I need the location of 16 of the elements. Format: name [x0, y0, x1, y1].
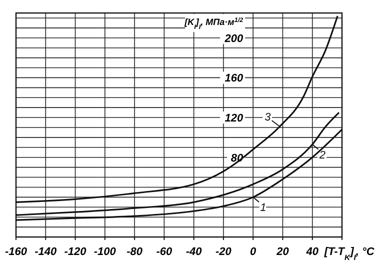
- x-tick-label: -40: [186, 246, 203, 258]
- y-tick-label: 160: [224, 72, 244, 85]
- x-tick-label: -60: [156, 246, 174, 258]
- x-tick-label: -160: [4, 246, 28, 258]
- y-tick-label: 120: [224, 112, 244, 125]
- y-axis-title: [K$_{I}$]$_{I}$, МПа·м$^{1/2}$: [184, 16, 244, 30]
- x-tick-label: -100: [94, 246, 117, 258]
- x-tick-label: 40: [305, 246, 320, 258]
- x-tick-label: -20: [216, 246, 232, 258]
- x-tick-label: -120: [64, 246, 88, 258]
- x-tick-label: -80: [126, 246, 144, 258]
- x-axis-title: [T-T$_{K}$]$_{I}$, °C: [323, 246, 376, 262]
- y-tick-label: 200: [224, 32, 244, 45]
- x-tick-label: 20: [276, 246, 290, 258]
- x-tick-label: 0: [250, 246, 258, 258]
- x-tick-label: -140: [34, 246, 58, 258]
